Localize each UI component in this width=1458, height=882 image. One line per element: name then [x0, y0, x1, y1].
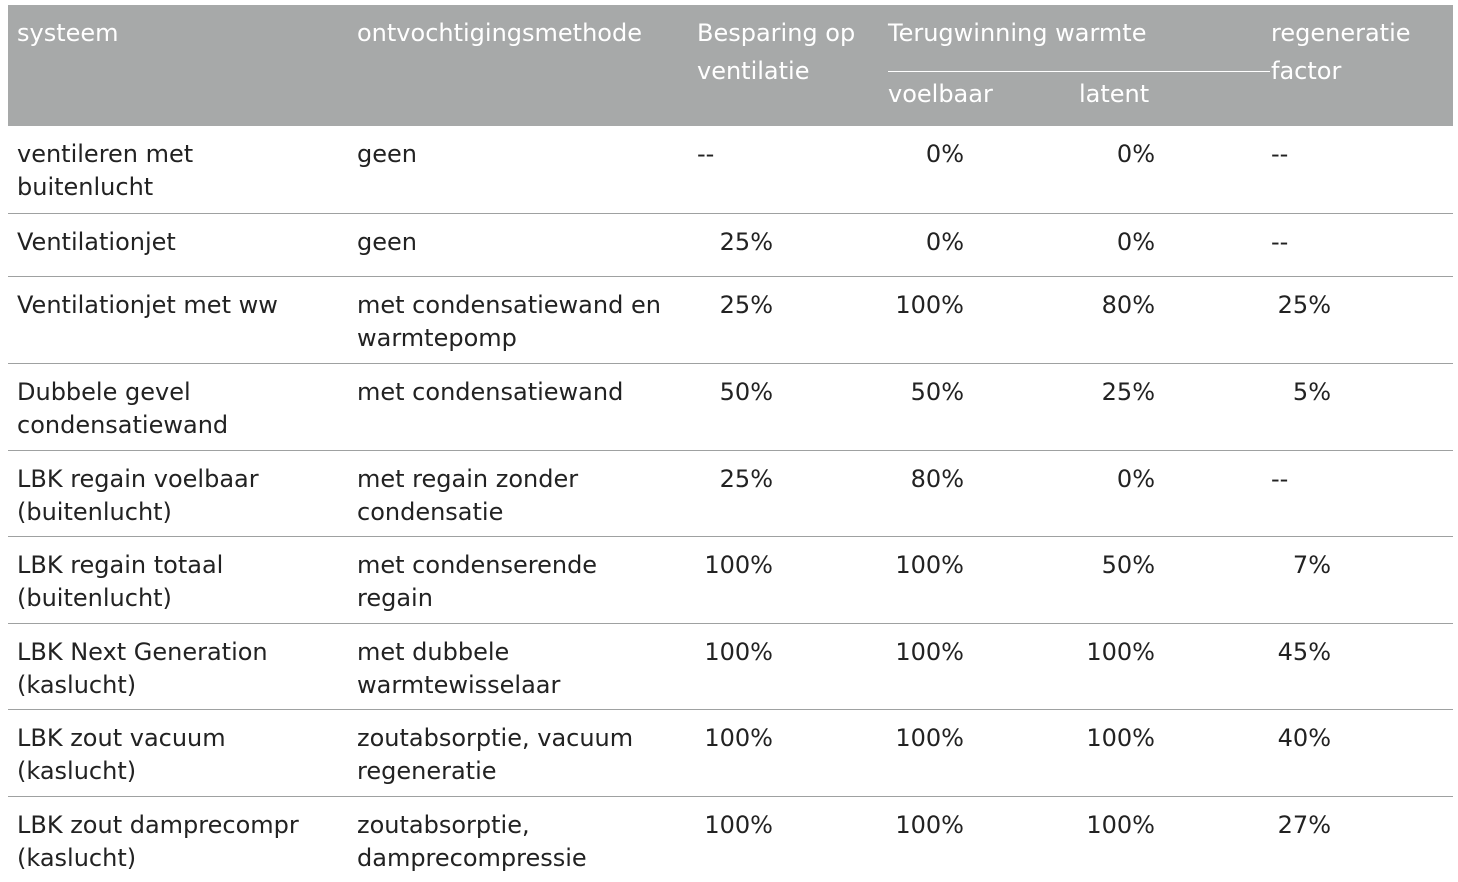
cell-latent: 0% — [1116, 228, 1155, 256]
cell-latent: 100% — [1086, 724, 1155, 752]
cell-regeneratie: -- — [1271, 140, 1289, 168]
cell-voelbaar: 50% — [910, 378, 964, 406]
cell-besparing: 25% — [719, 291, 773, 319]
cell-methode: zoutabsorptie, vacuum regeneratie — [357, 724, 634, 785]
table-row: LBK regain totaal (buitenlucht) met conde… — [8, 537, 1453, 624]
cell-methode: met condensatiewand en warmtepomp — [357, 291, 661, 352]
header-latent: latent — [1079, 80, 1150, 108]
table-row: Ventilationjet geen 25% 0% 0% -- — [8, 214, 1453, 277]
header-terugwinning-warmte: Terugwinning warmte — [888, 19, 1147, 47]
table-row: Ventilationjet met ww met condensatiewan… — [8, 277, 1453, 364]
cell-besparing: 100% — [704, 551, 773, 579]
header-ontvochtigingsmethode: ontvochtigingsmethode — [357, 19, 642, 47]
cell-besparing: 100% — [704, 811, 773, 839]
cell-latent: 0% — [1116, 140, 1155, 168]
table-row: ventileren met buitenlucht geen -- 0% 0% … — [8, 126, 1453, 214]
table-row: LBK Next Generation (kaslucht) met dubbel… — [8, 624, 1453, 710]
cell-regeneratie: -- — [1271, 228, 1289, 256]
cell-regeneratie: 7% — [1292, 551, 1331, 579]
cell-methode: met condensatiewand — [357, 378, 624, 406]
header-besparing-line1: Besparing op — [697, 19, 856, 47]
header-regeneratie-line2: factor — [1271, 57, 1342, 85]
cell-besparing: 100% — [704, 724, 773, 752]
cell-systeem: Ventilationjet — [17, 228, 176, 256]
cell-regeneratie: -- — [1271, 465, 1289, 493]
cell-latent: 50% — [1101, 551, 1155, 579]
cell-systeem: LBK regain voelbaar (buitenlucht) — [17, 465, 259, 526]
cell-latent: 0% — [1116, 465, 1155, 493]
cell-methode: geen — [357, 228, 417, 256]
cell-besparing: -- — [697, 140, 715, 168]
cell-systeem: LBK Next Generation (kaslucht) — [17, 638, 268, 699]
cell-methode: geen — [357, 140, 417, 168]
cell-voelbaar: 0% — [925, 228, 964, 256]
header-regeneratie-line1: regeneratie — [1271, 19, 1411, 47]
cell-latent: 80% — [1101, 291, 1155, 319]
table-row: LBK zout damprecompr (kaslucht) zoutabsor… — [8, 797, 1453, 882]
cell-besparing: 50% — [719, 378, 773, 406]
table-row: LBK regain voelbaar (buitenlucht) met reg… — [8, 451, 1453, 537]
cell-systeem: LBK zout vacuum (kaslucht) — [17, 724, 226, 785]
cell-latent: 25% — [1101, 378, 1155, 406]
cell-besparing: 100% — [704, 638, 773, 666]
cell-systeem: Dubbele gevel condensatiewand — [17, 378, 229, 439]
table-row: LBK zout vacuum (kaslucht) zoutabsorptie,… — [8, 710, 1453, 797]
cell-regeneratie: 25% — [1277, 291, 1331, 319]
header-group-divider — [888, 71, 1270, 72]
cell-voelbaar: 100% — [895, 291, 964, 319]
cell-methode: met regain zonder condensatie — [357, 465, 579, 526]
cell-systeem: Ventilationjet met ww — [17, 291, 278, 319]
table-row: Dubbele gevel condensatiewand met condens… — [8, 364, 1453, 451]
cell-voelbaar: 80% — [910, 465, 964, 493]
cell-regeneratie: 40% — [1277, 724, 1331, 752]
header-systeem: systeem — [17, 19, 119, 47]
header-voelbaar: voelbaar — [888, 80, 993, 108]
cell-methode: zoutabsorptie, damprecompressie — [357, 811, 587, 872]
cell-latent: 100% — [1086, 638, 1155, 666]
cell-methode: met condenserende regain — [357, 551, 598, 612]
cell-besparing: 25% — [719, 465, 773, 493]
header-besparing-line2: ventilatie — [697, 57, 810, 85]
cell-voelbaar: 100% — [895, 724, 964, 752]
cell-voelbaar: 0% — [925, 140, 964, 168]
cell-voelbaar: 100% — [895, 638, 964, 666]
cell-systeem: LBK regain totaal (buitenlucht) — [17, 551, 224, 612]
cell-regeneratie: 27% — [1277, 811, 1331, 839]
cell-latent: 100% — [1086, 811, 1155, 839]
cell-voelbaar: 100% — [895, 551, 964, 579]
cell-regeneratie: 45% — [1277, 638, 1331, 666]
cell-systeem: ventileren met buitenlucht — [17, 140, 194, 201]
cell-regeneratie: 5% — [1292, 378, 1331, 406]
cell-systeem: LBK zout damprecompr (kaslucht) — [17, 811, 299, 872]
cell-voelbaar: 100% — [895, 811, 964, 839]
cell-besparing: 25% — [719, 228, 773, 256]
table-header: systeem ontvochtigingsmethode Besparing … — [8, 5, 1453, 126]
cell-methode: met dubbele warmtewisselaar — [357, 638, 561, 699]
